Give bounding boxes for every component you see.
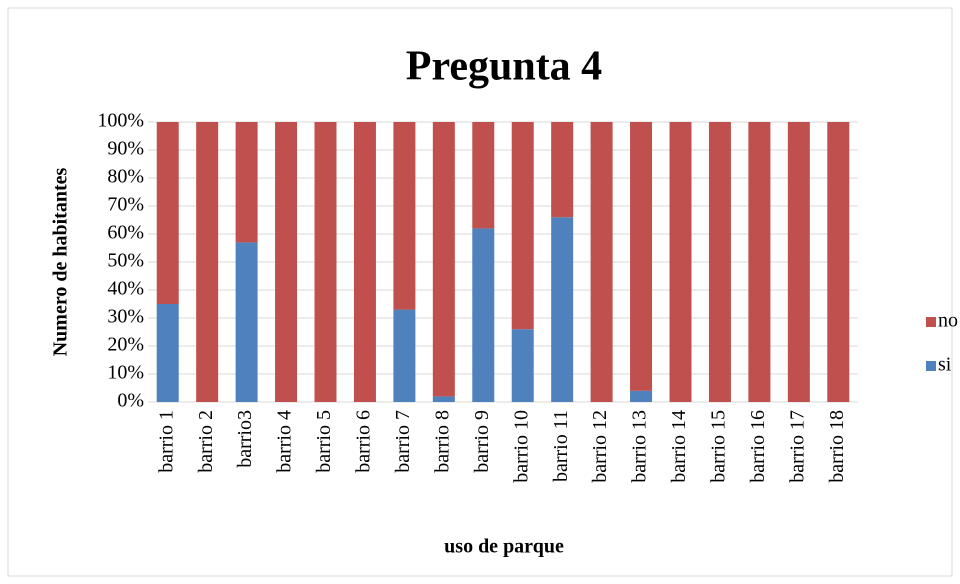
bar-segment — [353, 122, 376, 402]
x-tick-label: barrio 7 — [392, 410, 414, 473]
y-tick-label: 40% — [107, 278, 144, 300]
bar-segment — [590, 122, 613, 402]
bar-segment — [669, 122, 692, 402]
x-tick-label: barrio 8 — [431, 410, 453, 473]
bar-segment — [432, 396, 455, 402]
bar-segment — [196, 122, 219, 402]
x-tick-label: barrio 9 — [471, 410, 493, 473]
legend-swatch — [926, 361, 936, 371]
bar-segment — [827, 122, 850, 402]
x-tick-label: barrio 14 — [668, 410, 690, 483]
bar-segment — [235, 122, 258, 243]
bar-segment — [511, 329, 534, 402]
y-tick-label: 50% — [107, 250, 144, 272]
bar-segment — [630, 122, 653, 391]
bar-segment — [393, 309, 416, 402]
bar-segment — [472, 228, 495, 402]
legend-swatch — [926, 317, 936, 327]
y-tick-label: 20% — [107, 334, 144, 356]
bar-segment — [156, 122, 179, 304]
bar-segment — [748, 122, 771, 402]
bar-segment — [787, 122, 810, 402]
y-axis-label: Numero de habitantes — [50, 168, 72, 357]
x-tick-label: barrio 11 — [550, 410, 572, 482]
bar-segment — [551, 217, 574, 402]
bar-segment — [511, 122, 534, 330]
x-tick-label: barrio 12 — [589, 410, 611, 483]
bar-segment — [275, 122, 298, 402]
bar-segment — [393, 122, 416, 310]
bar-segment — [472, 122, 495, 229]
bar-segment — [551, 122, 574, 218]
x-tick-label: barrio 4 — [274, 410, 296, 473]
x-tick-label: barrio 5 — [313, 410, 335, 473]
x-tick-label: barrio 17 — [786, 410, 808, 483]
bar-segment — [235, 242, 258, 402]
bar-segment — [314, 122, 337, 402]
x-tick-label: barrio 10 — [510, 410, 532, 483]
x-tick-label: barrio 16 — [747, 410, 769, 483]
x-tick-label: barrio3 — [234, 410, 256, 468]
y-tick-label: 90% — [107, 138, 144, 160]
x-tick-label: barrio 6 — [353, 410, 375, 473]
bar-segment — [630, 390, 653, 402]
y-tick-label: 30% — [107, 306, 144, 328]
x-tick-label: barrio 15 — [708, 410, 730, 483]
legend-label: no — [938, 310, 958, 332]
y-tick-label: 10% — [107, 362, 144, 384]
y-tick-label: 100% — [97, 110, 144, 132]
bar-segment — [708, 122, 731, 402]
y-tick-label: 70% — [107, 194, 144, 216]
x-axis-label: uso de parque — [444, 536, 564, 558]
x-tick-label: barrio 1 — [155, 410, 177, 473]
bar-segment — [432, 122, 455, 397]
y-tick-label: 0% — [117, 390, 144, 412]
x-tick-label: barrio 13 — [629, 410, 651, 483]
y-tick-label: 60% — [107, 222, 144, 244]
chart-title: Pregunta 4 — [406, 44, 602, 90]
y-tick-label: 80% — [107, 166, 144, 188]
x-tick-label: barrio 18 — [826, 410, 848, 483]
bar-segment — [156, 304, 179, 402]
legend-label: si — [938, 354, 952, 376]
x-tick-label: barrio 2 — [195, 410, 217, 473]
